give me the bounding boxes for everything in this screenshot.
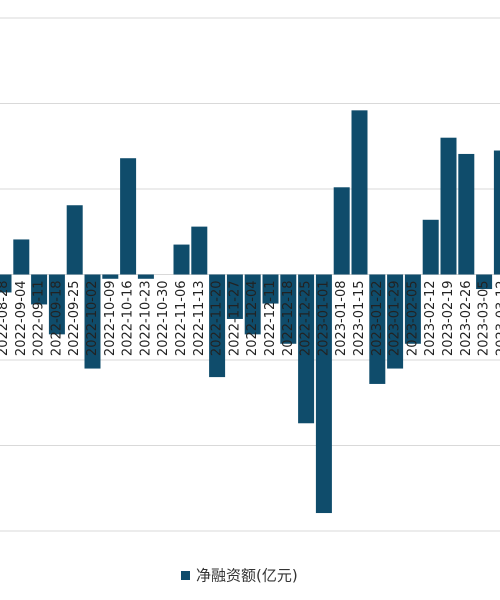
bar: [369, 274, 386, 384]
bar: [120, 158, 137, 275]
x-tick-label: 2022-12-18: [281, 281, 296, 357]
bar: [476, 274, 493, 290]
bar: [298, 274, 315, 424]
x-tick-label: 2022-11-20: [210, 281, 225, 357]
bar: [262, 274, 279, 304]
x-tick-label: 2023-02-19: [441, 281, 456, 357]
x-tick-label: 2022-12-04: [245, 281, 260, 357]
bar: [191, 226, 208, 275]
x-tick-label: 2023-02-05: [405, 281, 420, 357]
x-tick-label: 2022-09-11: [32, 281, 47, 357]
bar: [280, 274, 297, 344]
x-tick-label: 2022-09-18: [49, 281, 64, 357]
bar: [404, 274, 421, 344]
x-tick-label: 2023-01-08: [334, 281, 349, 357]
bar: [0, 274, 12, 293]
x-tick-label: 2022-09-04: [14, 281, 29, 357]
x-tick-label: 2023-01-22: [370, 281, 385, 357]
bar: [13, 239, 30, 275]
bar: [315, 274, 332, 514]
x-tick-label: 2023-02-12: [423, 281, 438, 357]
x-tick-label: 2022-10-30: [156, 281, 171, 357]
x-tick-label: 2022-11-27: [227, 281, 242, 357]
x-tick-label: 2023-01-01: [316, 281, 331, 357]
bar: [493, 150, 500, 275]
bar: [84, 274, 101, 369]
bar: [48, 274, 65, 335]
bar: [422, 219, 439, 275]
bar: [333, 187, 350, 275]
x-tick-label: 2022-10-02: [85, 281, 100, 357]
x-tick-label: 2022-12-25: [299, 281, 314, 357]
x-tick-label: 2023-01-15: [352, 281, 367, 357]
x-tick-label: 2022-10-16: [121, 281, 136, 357]
bar: [31, 274, 48, 305]
bar: [351, 110, 368, 275]
x-tick-label: 2022-10-23: [138, 281, 153, 357]
bar: [458, 153, 475, 275]
x-tick-label: 2022-08-28: [0, 281, 11, 357]
bar: [440, 137, 457, 275]
x-tick-label: 2023-01-29: [388, 281, 403, 357]
bar: [102, 274, 119, 279]
bar: [209, 274, 226, 378]
bar: [137, 274, 154, 279]
bar: [387, 274, 404, 369]
x-tick-label: 2022-11-06: [174, 281, 189, 357]
legend-swatch: [181, 571, 190, 580]
x-tick-label: 2023-03-12: [494, 281, 500, 357]
x-tick-label: 2022-10-09: [103, 281, 118, 357]
bar: [66, 205, 83, 275]
bar: [173, 244, 190, 275]
x-tick-label: 2022-12-11: [263, 281, 278, 357]
legend-label: 净融资额(亿元): [196, 567, 298, 585]
plot: 2022-08-28 2022-09-04 2022-09-11 2022-09-18…: [0, 17, 500, 532]
x-tick-label: 2023-02-26: [459, 281, 474, 357]
bar: [244, 274, 261, 335]
bar: [226, 274, 243, 319]
x-tick-label: 2022-09-25: [67, 281, 82, 357]
x-tick-label: 2022-11-13: [192, 281, 207, 357]
x-tick-label: 2023-03-05: [477, 281, 492, 357]
